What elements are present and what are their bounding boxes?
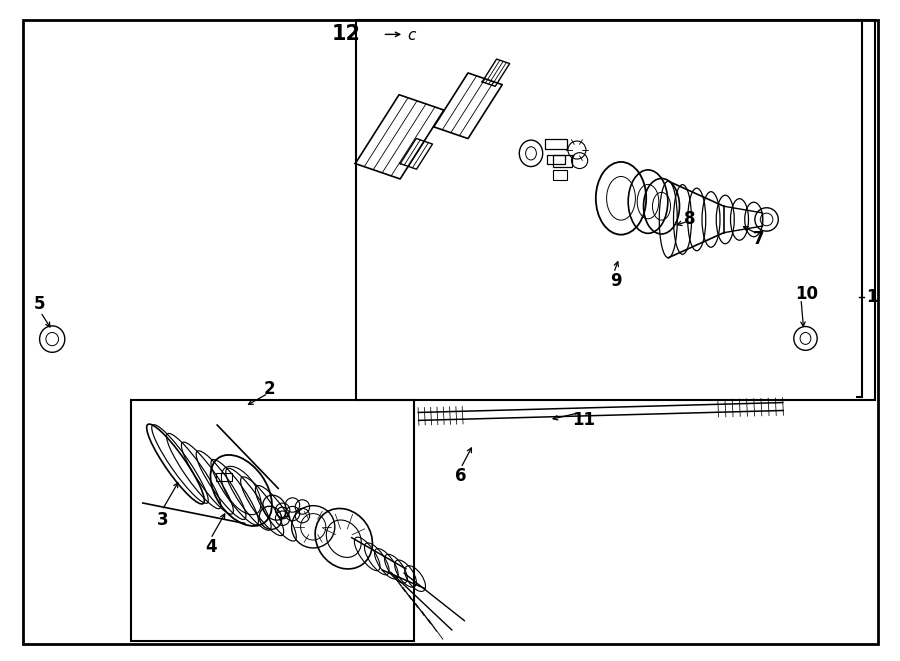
Bar bbox=[130, 400, 414, 641]
Text: 4: 4 bbox=[205, 538, 217, 557]
Text: c: c bbox=[407, 28, 415, 43]
Bar bbox=[553, 170, 567, 180]
Bar bbox=[553, 155, 572, 167]
Text: 7: 7 bbox=[752, 230, 764, 249]
Bar bbox=[547, 155, 565, 164]
Text: 3: 3 bbox=[157, 510, 168, 529]
Text: 8: 8 bbox=[684, 210, 696, 229]
Bar bbox=[216, 473, 232, 481]
Text: 5: 5 bbox=[34, 295, 46, 313]
Text: 2: 2 bbox=[264, 379, 275, 398]
Text: 12: 12 bbox=[331, 24, 360, 44]
Text: 6: 6 bbox=[455, 467, 467, 485]
Text: 9: 9 bbox=[610, 272, 622, 290]
Text: 10: 10 bbox=[796, 285, 819, 303]
Text: 1: 1 bbox=[866, 288, 878, 307]
Bar bbox=[545, 139, 567, 149]
Bar bbox=[356, 20, 875, 400]
Text: 11: 11 bbox=[572, 410, 596, 429]
